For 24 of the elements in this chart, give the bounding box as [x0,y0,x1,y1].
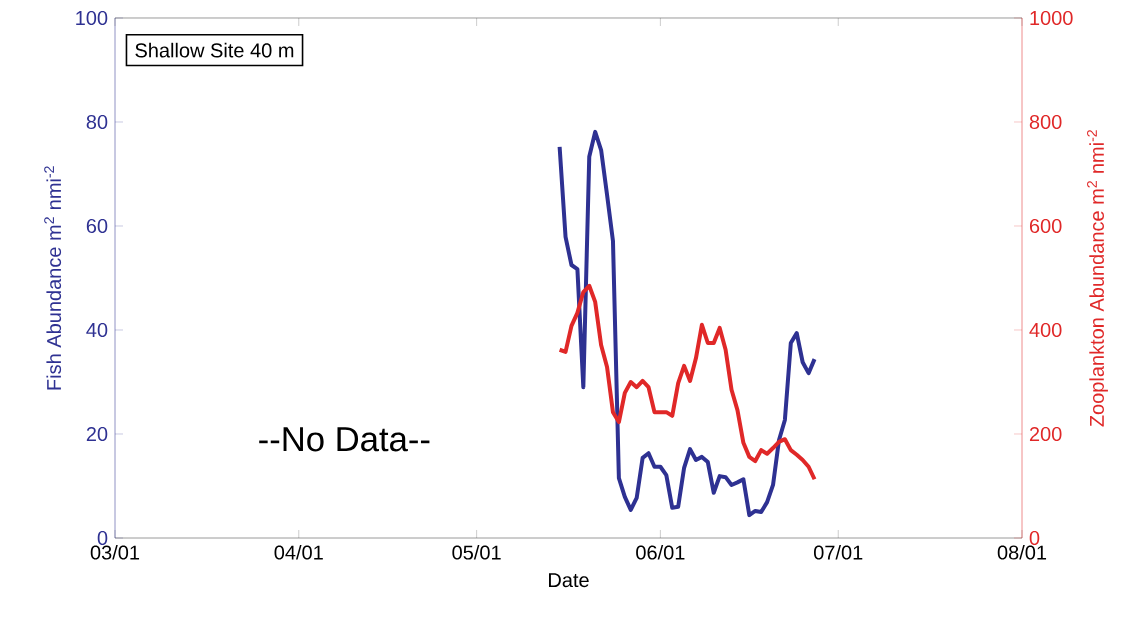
y2-tick-label: 0 [1029,530,1040,546]
y-tick-label: 60 [86,218,108,234]
y2-tick-label: 800 [1029,114,1062,130]
x-tick-label: 08/01 [997,544,1047,560]
x-tick-label: 03/01 [90,544,140,560]
y2-axis-title: Zooplankton Abundance m$^{2}$ nmi$^{-2}$ [1087,130,1108,427]
y2-tick-label: 400 [1029,322,1062,338]
y-tick-label: 20 [86,426,108,442]
y2-tick-label: 1000 [1030,10,1073,26]
annotation: Shallow Site 40 m [135,42,294,58]
y2-tick-label: 600 [1029,218,1062,234]
y-tick-label: 80 [86,114,108,130]
y-tick-label: 40 [86,322,108,338]
y-axis-title: Fish Abundance m$^{2}$ nmi$^{-2}$ [44,166,62,390]
line-series [557,129,817,518]
x-tick-label: 06/01 [636,544,685,560]
annotation: --No Data-- [259,427,430,452]
y2-tick-label: 200 [1029,426,1062,442]
x-axis-title: Date [549,573,589,588]
x-tick-label: 04/01 [274,544,323,560]
x-tick-label: 05/01 [452,544,501,560]
y-tick-label: 100 [76,10,108,26]
x-tick-label: 07/01 [813,544,863,560]
y-tick-label: 0 [97,530,108,546]
